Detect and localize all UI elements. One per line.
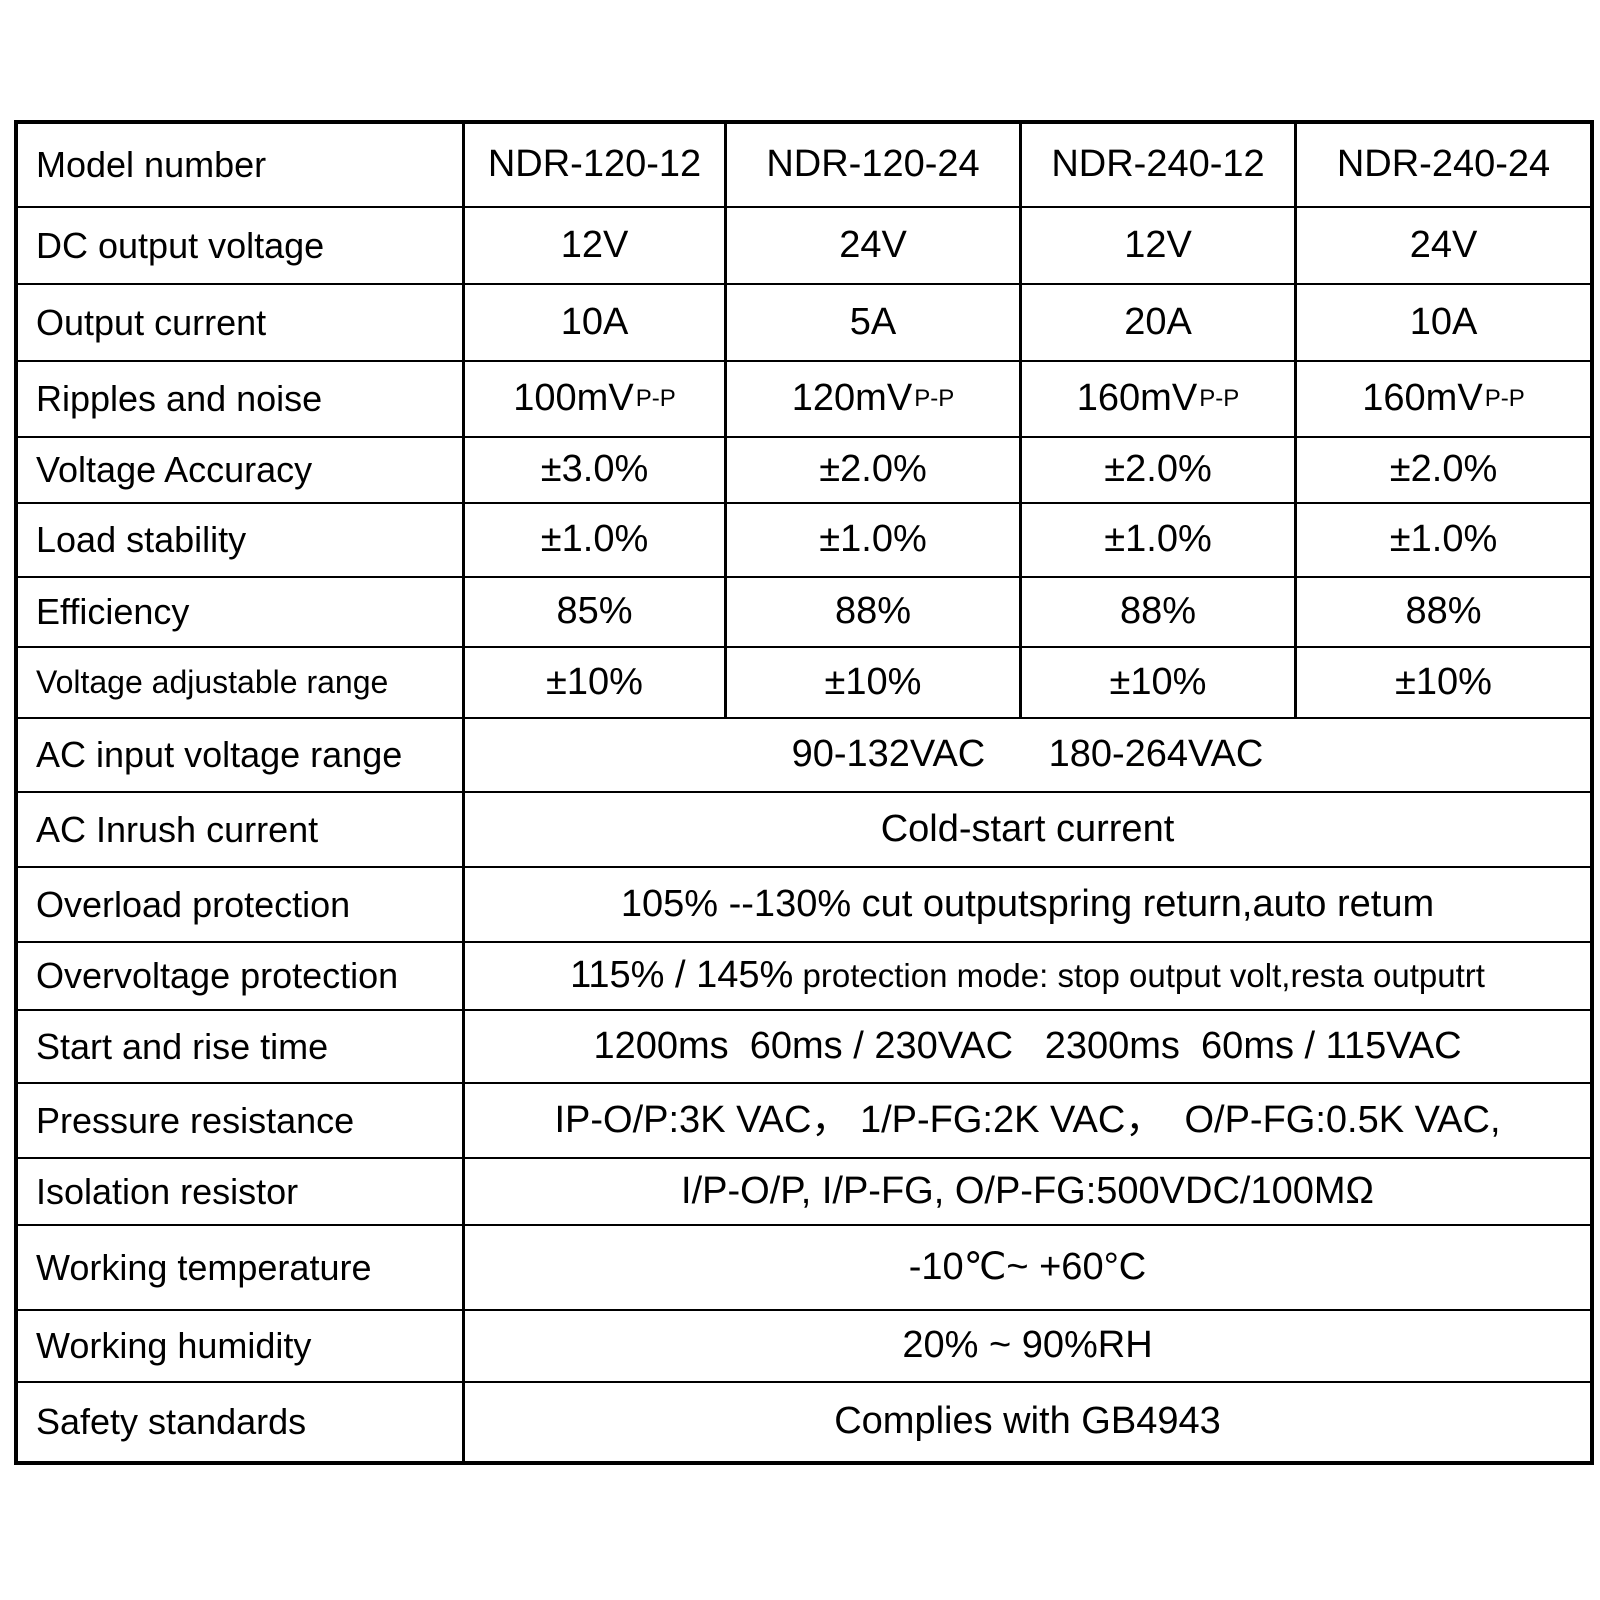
span-value-cell: 105% --130% cut outputspring return,auto… xyxy=(462,868,1590,941)
value-cell: 88% xyxy=(1019,578,1294,646)
span-value-cell: 115% / 145% protection mode: stop output… xyxy=(462,943,1590,1009)
value-cell: 10A xyxy=(462,285,724,360)
model-name-cell: NDR-120-24 xyxy=(724,124,1019,206)
row-label: Overvoltage protection xyxy=(36,955,399,997)
span-value-cell: I/P-O/P, I/P-FG, O/P-FG:500VDC/100MΩ xyxy=(462,1159,1590,1224)
row-isolation-resistor: Isolation resistor I/P-O/P, I/P-FG, O/P-… xyxy=(18,1159,1590,1226)
row-overload-protection: Overload protection 105% --130% cut outp… xyxy=(18,868,1590,943)
row-label: Voltage Accuracy xyxy=(36,449,313,491)
row-working-humidity: Working humidity 20% ~ 90%RH xyxy=(18,1311,1590,1383)
model-name-cell: NDR-120-12 xyxy=(462,124,724,206)
value-cell: ±1.0% xyxy=(1019,504,1294,576)
row-label: AC Inrush current xyxy=(36,808,319,850)
row-efficiency: Efficiency 85% 88% 88% 88% xyxy=(18,578,1590,648)
ripple-value: 160mV xyxy=(1076,377,1198,420)
value-cell: ±2.0% xyxy=(1019,438,1294,502)
row-voltage-adjustable-range: Voltage adjustable range ±10% ±10% ±10% … xyxy=(18,648,1590,719)
ripple-value: 100mV xyxy=(513,377,634,420)
span-value-cell: 90-132VAC 180-264VAC xyxy=(462,719,1590,791)
value-cell: ±1.0% xyxy=(1294,504,1590,576)
row-label: Output current xyxy=(36,301,267,343)
row-label: Working humidity xyxy=(36,1325,312,1367)
value-cell: 12V xyxy=(462,208,724,283)
span-value-cell: Complies with GB4943 xyxy=(462,1383,1590,1461)
overvoltage-mode-note: protection mode: stop output volt,resta … xyxy=(793,956,1485,994)
row-label: Start and rise time xyxy=(36,1025,329,1067)
row-ac-input-voltage-range: AC input voltage range 90-132VAC 180-264… xyxy=(18,719,1590,793)
value-cell: 12V xyxy=(1019,208,1294,283)
row-ac-inrush-current: AC Inrush current Cold-start current xyxy=(18,793,1590,868)
overvoltage-threshold: 115% / 145% xyxy=(570,954,794,997)
value-cell: ±2.0% xyxy=(1294,438,1590,502)
value-cell: 20A xyxy=(1019,285,1294,360)
spec-table: Model number NDR-120-12 NDR-120-24 NDR-2… xyxy=(14,120,1594,1465)
span-value-cell: 20% ~ 90%RH xyxy=(462,1311,1590,1381)
model-name-cell: NDR-240-12 xyxy=(1019,124,1294,206)
value-cell: ±1.0% xyxy=(462,504,724,576)
row-label: AC input voltage range xyxy=(36,734,403,776)
ripple-value: 160mV xyxy=(1362,377,1483,420)
value-cell: 100mV P-P xyxy=(462,362,724,436)
row-label: Pressure resistance xyxy=(36,1099,355,1141)
value-cell: 5A xyxy=(724,285,1019,360)
value-cell: ±10% xyxy=(724,648,1019,717)
row-label: Efficiency xyxy=(36,591,190,633)
row-pressure-resistance: Pressure resistance IP-O/P:3K VAC， 1/P-F… xyxy=(18,1084,1590,1159)
row-ripples-and-noise: Ripples and noise 100mV P-P 120mV P-P 160m… xyxy=(18,362,1590,438)
row-label: DC output voltage xyxy=(36,224,325,266)
span-value-cell: Cold-start current xyxy=(462,793,1590,866)
value-cell: 120mV P-P xyxy=(724,362,1019,436)
value-cell: 88% xyxy=(1294,578,1590,646)
value-cell: 88% xyxy=(724,578,1019,646)
span-value-cell: 1200ms 60ms / 230VAC 2300ms 60ms / 115VA… xyxy=(462,1011,1590,1082)
row-start-and-rise-time: Start and rise time 1200ms 60ms / 230VAC… xyxy=(18,1011,1590,1084)
value-cell: 85% xyxy=(462,578,724,646)
ripple-value: 120mV xyxy=(791,377,913,420)
span-value-cell: -10℃~ +60°C xyxy=(462,1226,1590,1309)
value-cell: ±10% xyxy=(1294,648,1590,717)
value-cell: 24V xyxy=(724,208,1019,283)
row-voltage-accuracy: Voltage Accuracy ±3.0% ±2.0% ±2.0% ±2.0% xyxy=(18,438,1590,504)
value-cell: 24V xyxy=(1294,208,1590,283)
value-cell: 10A xyxy=(1294,285,1590,360)
row-overvoltage-protection: Overvoltage protection 115% / 145% prote… xyxy=(18,943,1590,1011)
row-label-model-number: Model number xyxy=(36,144,267,186)
row-label: Isolation resistor xyxy=(36,1170,299,1212)
row-label: Working temperature xyxy=(36,1246,372,1288)
row-label: Safety standards xyxy=(36,1401,307,1443)
value-cell: ±3.0% xyxy=(462,438,724,502)
row-label: Ripples and noise xyxy=(36,378,323,420)
row-label: Load stability xyxy=(36,519,247,561)
value-cell: ±10% xyxy=(1019,648,1294,717)
row-working-temperature: Working temperature -10℃~ +60°C xyxy=(18,1226,1590,1311)
value-cell: ±10% xyxy=(462,648,724,717)
value-cell: 160mV P-P xyxy=(1019,362,1294,436)
model-name-cell: NDR-240-24 xyxy=(1294,124,1590,206)
row-dc-output-voltage: DC output voltage 12V 24V 12V 24V xyxy=(18,208,1590,285)
value-cell: 160mV P-P xyxy=(1294,362,1590,436)
row-label: Overload protection xyxy=(36,883,351,925)
row-safety-standards: Safety standards Complies with GB4943 xyxy=(18,1383,1590,1461)
row-output-current: Output current 10A 5A 20A 10A xyxy=(18,285,1590,362)
span-value-cell: IP-O/P:3K VAC， 1/P-FG:2K VAC， O/P-FG:0.5… xyxy=(462,1084,1590,1157)
row-model-number: Model number NDR-120-12 NDR-120-24 NDR-2… xyxy=(18,124,1590,208)
row-label: Voltage adjustable range xyxy=(36,663,389,700)
row-load-stability: Load stability ±1.0% ±1.0% ±1.0% ±1.0% xyxy=(18,504,1590,578)
value-cell: ±2.0% xyxy=(724,438,1019,502)
value-cell: ±1.0% xyxy=(724,504,1019,576)
